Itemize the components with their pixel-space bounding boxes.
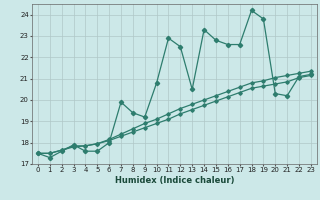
X-axis label: Humidex (Indice chaleur): Humidex (Indice chaleur) — [115, 176, 234, 185]
